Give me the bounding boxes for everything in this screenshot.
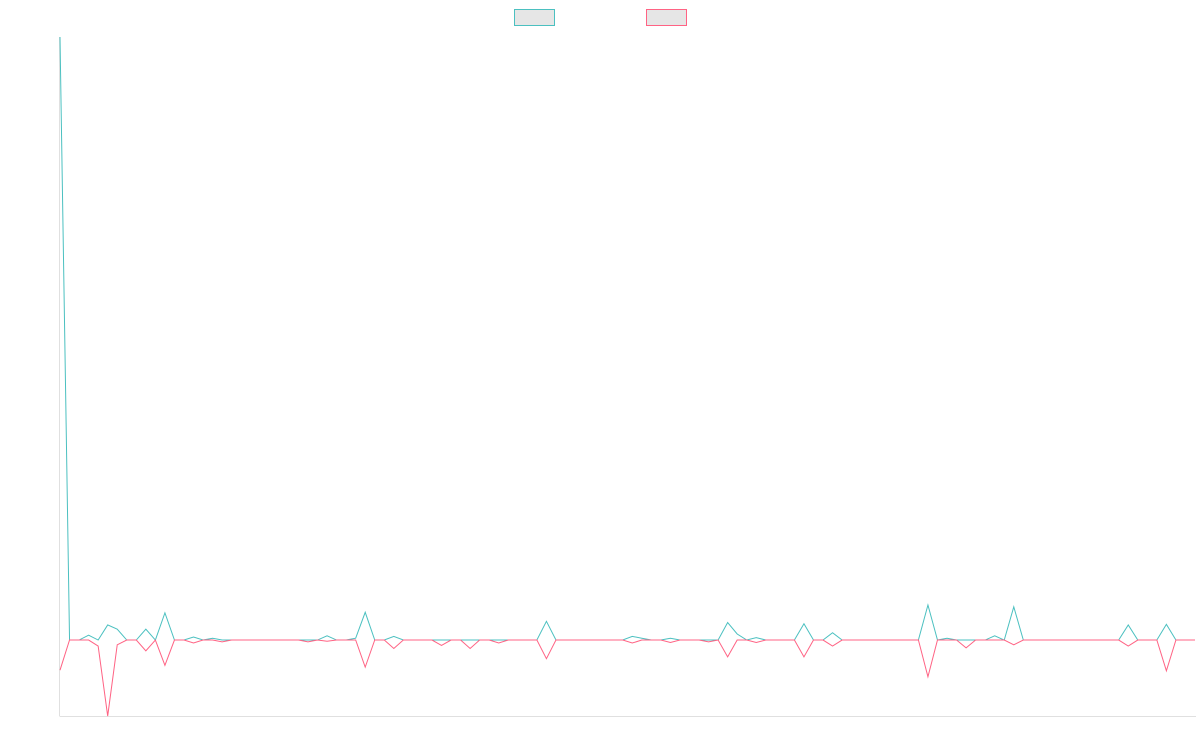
legend-swatch: [646, 9, 687, 26]
legend-swatch: [514, 9, 555, 26]
series-line: [59, 639, 1195, 717]
series-line: [59, 36, 1195, 641]
